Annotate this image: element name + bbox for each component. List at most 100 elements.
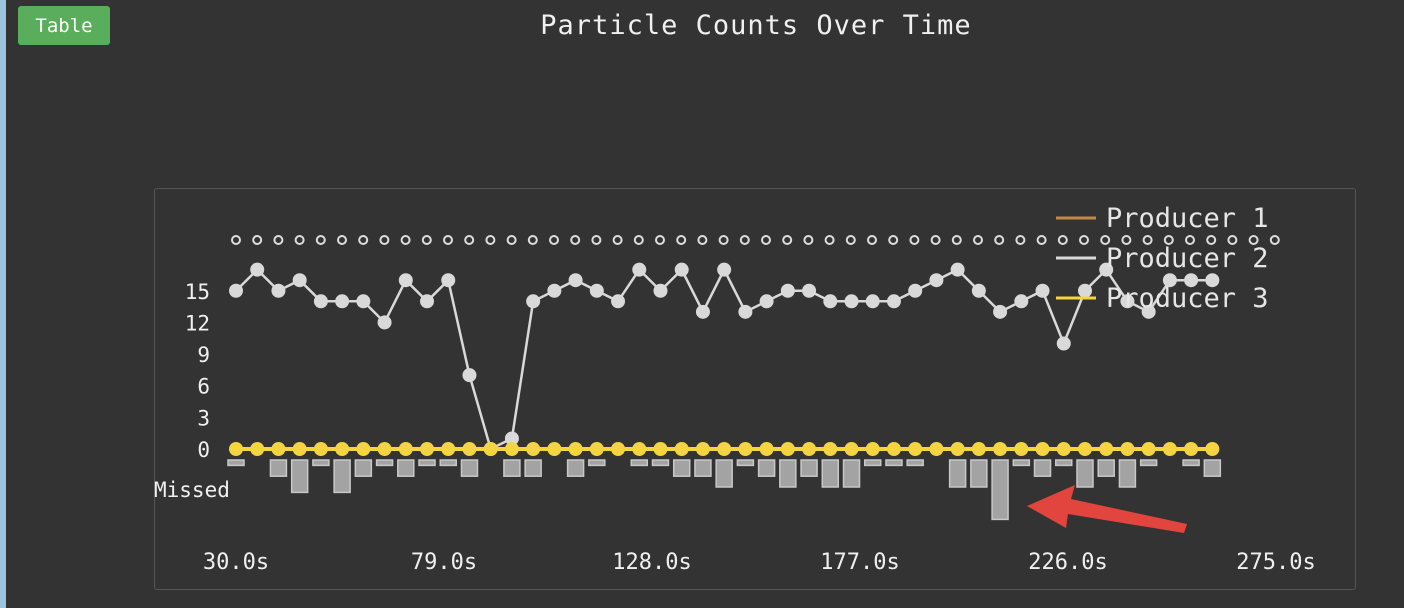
missed-bar [651, 459, 670, 467]
missed-bar [290, 459, 309, 494]
data-point-producer-2 [229, 283, 243, 298]
top-marker [633, 235, 644, 245]
data-point-producer-3 [1205, 442, 1220, 456]
top-marker [930, 235, 941, 245]
missed-bar [524, 459, 542, 477]
data-point-producer-3 [1120, 442, 1135, 456]
data-point-producer-3 [695, 442, 710, 456]
data-point-producer-3 [950, 442, 965, 456]
missed-bar [1012, 459, 1031, 467]
missed-bar [906, 459, 924, 467]
data-point-producer-2 [1099, 262, 1114, 277]
data-point-producer-3 [865, 442, 880, 456]
data-point-producer-3 [993, 442, 1008, 456]
data-point-producer-3 [292, 442, 307, 456]
chart-title: Particle Counts Over Time [540, 10, 972, 41]
top-marker [273, 235, 284, 245]
data-point-producer-2 [611, 294, 626, 309]
missed-bar [800, 459, 818, 477]
top-marker [1079, 235, 1089, 245]
missed-bar [630, 459, 649, 467]
top-marker [1142, 235, 1153, 245]
data-point-producer-3 [1184, 442, 1199, 456]
data-point-producer-2 [1141, 304, 1156, 319]
data-point-producer-3 [1162, 442, 1177, 456]
data-point-producer-3 [547, 442, 562, 456]
data-point-producer-3 [1099, 442, 1114, 456]
data-point-producer-2 [674, 262, 689, 277]
data-point-producer-3 [908, 442, 923, 456]
top-marker [1269, 235, 1280, 245]
data-point-producer-3 [441, 442, 456, 456]
data-point-producer-2 [802, 283, 817, 298]
missed-bar [1118, 459, 1137, 488]
top-marker [231, 235, 241, 245]
data-point-producer-3 [1141, 442, 1156, 456]
x-tick-label: 128.0s [612, 550, 691, 575]
top-marker [591, 235, 602, 245]
data-point-producer-3 [971, 442, 986, 456]
data-point-producer-2 [250, 262, 265, 277]
x-tick-label: 30.0s [203, 550, 269, 575]
data-point-producer-3 [717, 442, 732, 456]
missed-bar [821, 459, 840, 488]
top-marker [824, 235, 835, 245]
data-point-producer-3 [1077, 442, 1092, 456]
data-point-producer-2 [462, 368, 477, 383]
data-point-producer-3 [377, 442, 392, 456]
missed-bar [672, 459, 691, 477]
x-tick-label: 79.0s [411, 550, 477, 575]
data-point-producer-3 [674, 442, 689, 456]
data-point-producer-3 [802, 442, 817, 456]
data-point-producer-3 [738, 442, 753, 456]
y-tick-label: 0 [197, 438, 210, 462]
top-marker [1163, 235, 1174, 245]
missed-bars [227, 459, 1222, 521]
missed-bar [757, 459, 776, 477]
top-marker [973, 235, 983, 245]
legend-label: Producer 3 [1106, 283, 1269, 314]
missed-bar [588, 459, 606, 467]
top-marker [421, 235, 432, 245]
top-marker [1206, 235, 1217, 245]
y-axis: 0 3 6 9 12 15 [185, 280, 210, 462]
data-point-producer-2 [780, 283, 795, 298]
missed-bar [948, 459, 967, 488]
missed-bar [863, 459, 882, 467]
data-point-producer-2 [377, 315, 392, 330]
missed-bar [694, 459, 712, 477]
data-point-producer-2 [950, 262, 965, 277]
data-point-producer-2 [993, 304, 1008, 319]
missed-bar [1076, 459, 1094, 488]
data-point-producer-2 [441, 273, 456, 288]
top-marker [1100, 235, 1111, 245]
legend-label: Producer 2 [1106, 243, 1269, 274]
top-marker [845, 235, 856, 245]
data-point-producer-3 [420, 442, 435, 456]
data-point-producer-3 [313, 442, 328, 456]
missed-bar [1203, 459, 1222, 477]
data-point-producer-3 [1035, 442, 1050, 456]
data-point-producer-2 [1035, 283, 1050, 298]
missed-bar [227, 459, 245, 467]
data-point-producer-2 [844, 294, 859, 309]
top-marker [1121, 235, 1132, 245]
top-marker [485, 235, 496, 245]
top-marker [803, 235, 814, 245]
top-marker [867, 235, 877, 245]
data-point-producer-2 [356, 294, 371, 309]
top-marker [1185, 235, 1195, 245]
data-point-producer-2 [1056, 336, 1071, 351]
data-point-producer-2 [589, 283, 604, 298]
top-marker [676, 235, 687, 245]
table-button[interactable]: Table [18, 6, 110, 45]
top-marker [294, 235, 305, 245]
missed-bar [566, 459, 585, 477]
top-marker [655, 235, 665, 245]
top-marker [739, 235, 750, 245]
data-point-producer-3 [759, 442, 774, 456]
y-tick-label: 6 [197, 375, 210, 399]
top-marker [252, 235, 263, 245]
annotation-arrow [1027, 485, 1187, 533]
data-point-producer-3 [780, 442, 795, 456]
